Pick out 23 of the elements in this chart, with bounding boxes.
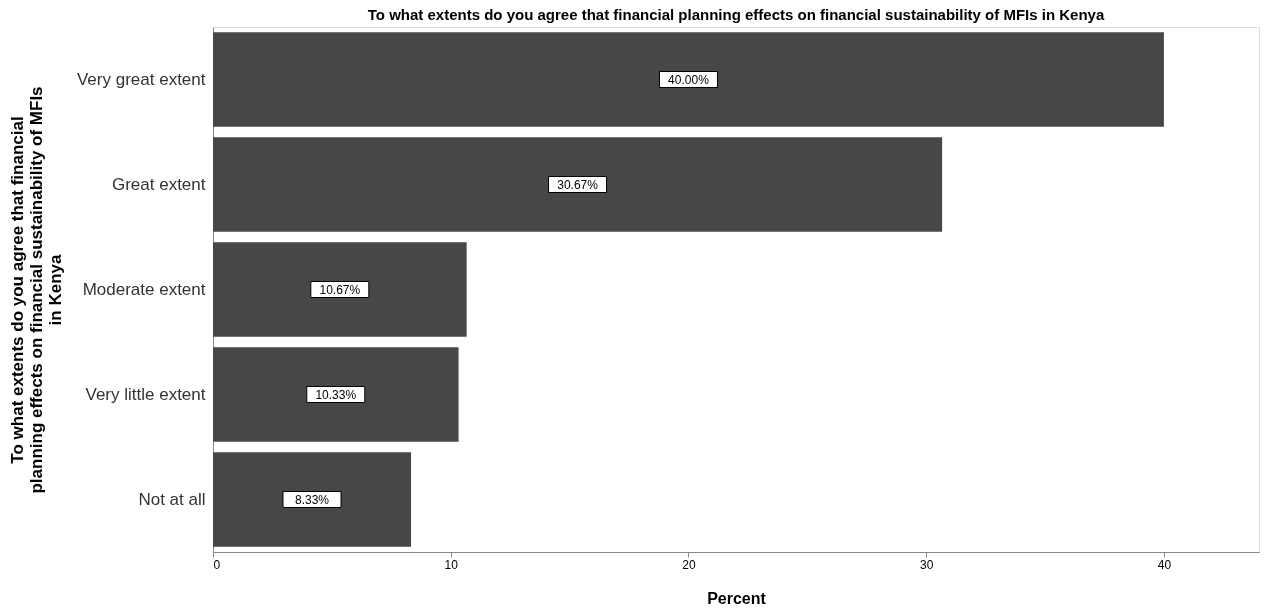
x-tick-label: 0 xyxy=(213,557,221,572)
bar xyxy=(213,347,459,442)
y-tick-label: Not at all xyxy=(138,489,206,509)
x-tick-label: 40 xyxy=(1157,557,1172,572)
bar xyxy=(213,452,412,547)
y-tick-label: Very great extent xyxy=(76,69,206,89)
bar xyxy=(213,242,467,337)
data-label: 8.33% xyxy=(295,492,330,507)
y-tick-label: Great extent xyxy=(111,174,206,194)
x-axis-title: Percent xyxy=(707,589,767,607)
y-tick-label: Moderate extent xyxy=(82,279,206,299)
data-label: 10.67% xyxy=(319,282,361,297)
data-label: 10.33% xyxy=(315,387,357,402)
chart-title: To what extents do you agree that financial planning effects on financial sustainability of MFIs in Kenya xyxy=(367,6,1105,23)
x-tick-label: 10 xyxy=(444,557,459,572)
y-tick-label: Very little extent xyxy=(85,384,206,404)
bar xyxy=(213,32,1164,127)
data-label: 40.00% xyxy=(668,72,710,87)
y-axis-title: To what extents do you agree that financial planning effects on financial sustainability of MFIs in Kenya xyxy=(7,86,65,494)
x-tick-label: 20 xyxy=(682,557,696,572)
bar xyxy=(213,137,943,232)
data-label: 30.67% xyxy=(557,177,599,192)
x-tick-label: 30 xyxy=(920,557,934,572)
